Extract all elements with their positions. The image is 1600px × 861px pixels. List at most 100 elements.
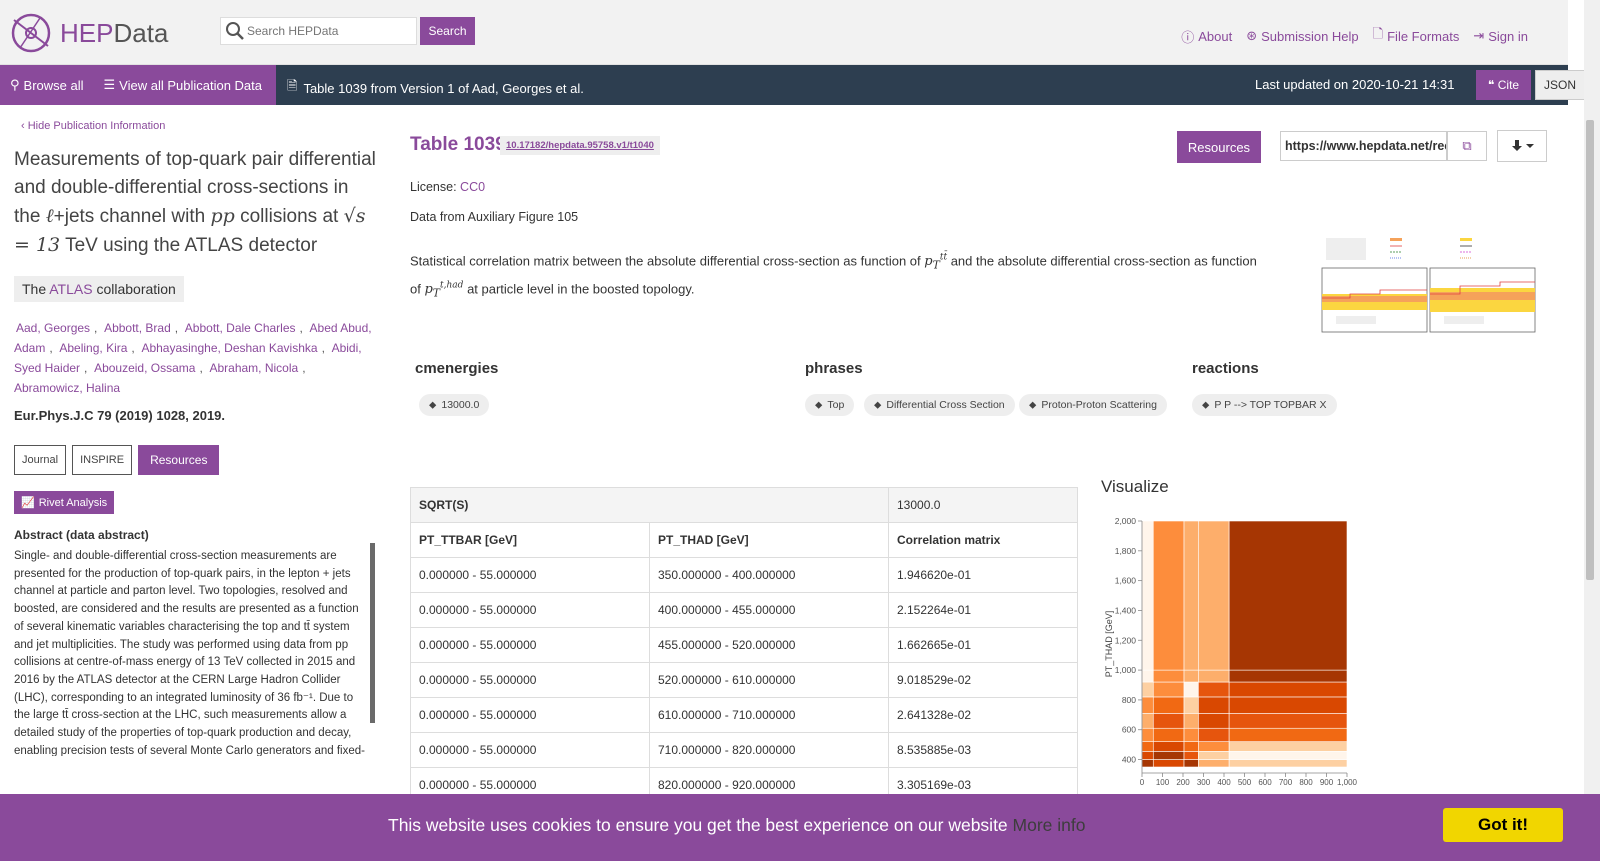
column-header[interactable]: PT_TTBAR [GeV] <box>410 522 650 558</box>
hide-publication-link[interactable]: ‹ Hide Publication Information <box>21 120 380 132</box>
nav-sign-in[interactable]: ⇥ Sign in <box>1473 25 1528 47</box>
heatmap-cell[interactable] <box>1198 759 1230 768</box>
journal-button[interactable]: Journal <box>14 445 67 475</box>
table-doi-link[interactable]: 10.17182/hepdata.95758.v1/t1040 <box>500 136 660 155</box>
browse-all-link[interactable]: ⚲ Browse all <box>10 77 84 93</box>
heatmap-cell[interactable] <box>1152 727 1185 742</box>
heatmap-cell[interactable] <box>1228 759 1348 768</box>
table-row[interactable]: 0.000000 - 55.000000 350.000000 - 400.000… <box>410 557 1078 593</box>
browse-section: ⚲ Browse all ☰ View all Publication Data <box>0 65 276 105</box>
author-link[interactable]: Abeling, Kira <box>59 341 128 355</box>
heatmap-cell[interactable] <box>1228 520 1348 671</box>
author-link[interactable]: Abbott, Brad <box>104 321 171 335</box>
heatmap-cell[interactable] <box>1152 751 1185 760</box>
heatmap-cell[interactable] <box>1141 751 1154 760</box>
heatmap-cell[interactable] <box>1183 696 1199 714</box>
page-scrollbar-thumb[interactable] <box>1586 120 1594 580</box>
heatmap-cell[interactable] <box>1183 681 1199 698</box>
json-button[interactable]: JSON <box>1535 70 1585 100</box>
heatmap-cell[interactable] <box>1228 681 1348 698</box>
heatmap-cell[interactable] <box>1152 520 1185 671</box>
table-row[interactable]: 0.000000 - 55.000000 710.000000 - 820.000… <box>410 732 1078 768</box>
cite-button[interactable]: ❝ Cite <box>1476 70 1531 100</box>
heatmap-cell[interactable] <box>1198 713 1230 729</box>
heatmap-cell[interactable] <box>1152 759 1185 768</box>
author-link[interactable]: Aad, Georges <box>16 321 91 335</box>
heatmap-cell[interactable] <box>1152 669 1185 683</box>
author-link[interactable]: Abidi, Syed Haider <box>14 341 362 375</box>
y-tick-label: 1,000 <box>1115 665 1137 675</box>
nav-file-formats[interactable]: 🗋 File Formats <box>1373 25 1460 47</box>
heatmap-cell[interactable] <box>1198 696 1230 714</box>
cookie-more-link[interactable]: More info <box>1012 815 1086 835</box>
keyword-chip[interactable]: ⬥ Proton-Proton Scattering <box>1019 394 1167 416</box>
heatmap-cell[interactable] <box>1183 751 1199 760</box>
heatmap-cell[interactable] <box>1141 520 1154 671</box>
heatmap-cell[interactable] <box>1141 696 1154 714</box>
column-header[interactable]: Correlation matrix <box>888 522 1078 558</box>
heatmap-cell[interactable] <box>1183 713 1199 729</box>
author-link[interactable]: Abraham, Nicola <box>209 361 299 375</box>
search-input[interactable] <box>245 23 409 39</box>
heatmap-cell[interactable] <box>1198 727 1230 742</box>
heatmap-cell[interactable] <box>1141 759 1154 768</box>
heatmap-cell[interactable] <box>1228 713 1348 729</box>
keyword-chip[interactable]: ⬥ Top <box>805 394 855 416</box>
heatmap-cell[interactable] <box>1141 741 1154 752</box>
search-button[interactable]: Search <box>420 17 475 45</box>
column-header[interactable]: PT_THAD [GeV] <box>649 522 889 558</box>
rivet-analysis-button[interactable]: 📈 Rivet Analysis <box>14 491 115 514</box>
heatmap-cell[interactable] <box>1198 520 1230 671</box>
keyword-chip[interactable]: ⬥ 13000.0 <box>419 394 490 416</box>
heatmap-cell[interactable] <box>1198 681 1230 698</box>
author-link[interactable]: Abouzeid, Ossama <box>94 361 196 375</box>
figure-thumbnail[interactable] <box>1300 232 1543 347</box>
heatmap-cell[interactable] <box>1198 751 1230 760</box>
author-link[interactable]: Abhayasinghe, Deshan Kavishka <box>141 341 318 355</box>
heatmap-cell[interactable] <box>1198 741 1230 752</box>
keyword-chip[interactable]: ⬥ P P --> TOP TOPBAR X <box>1192 394 1337 416</box>
keyword-chip[interactable]: ⬥ Differential Cross Section <box>864 394 1015 416</box>
copy-url-button[interactable]: ⧉ <box>1447 131 1487 161</box>
heatmap-cell[interactable] <box>1183 759 1199 768</box>
heatmap-cell[interactable] <box>1198 669 1230 683</box>
author-link[interactable]: Abramowicz, Halina <box>14 381 121 395</box>
heatmap-cell[interactable] <box>1228 741 1348 752</box>
table-row[interactable]: 0.000000 - 55.000000 610.000000 - 710.000… <box>410 697 1078 733</box>
heatmap-cell[interactable] <box>1152 713 1185 729</box>
heatmap-cell[interactable] <box>1183 520 1199 671</box>
view-all-link[interactable]: ☰ View all Publication Data <box>104 77 263 93</box>
author-link[interactable]: Abbott, Dale Charles <box>184 321 296 335</box>
heatmap-cell[interactable] <box>1152 741 1185 752</box>
table-row[interactable]: 0.000000 - 55.000000 520.000000 - 610.000… <box>410 662 1078 698</box>
table-resources-button[interactable]: Resources <box>1177 131 1261 163</box>
collab-link[interactable]: ATLAS <box>49 281 93 297</box>
heatmap-cell[interactable] <box>1141 713 1154 729</box>
publication-resources-button[interactable]: Resources <box>138 445 220 475</box>
heatmap-cell[interactable] <box>1183 727 1199 742</box>
inspire-button[interactable]: INSPIRE <box>72 445 133 475</box>
heatmap-cell[interactable] <box>1141 681 1154 698</box>
table-row[interactable]: 0.000000 - 55.000000 455.000000 - 520.000… <box>410 627 1078 663</box>
license-link[interactable]: CC0 <box>460 180 486 194</box>
heatmap-cell[interactable] <box>1228 727 1348 742</box>
heatmap-cell[interactable] <box>1228 669 1348 683</box>
abstract-scrollbar[interactable] <box>370 543 375 723</box>
cookie-accept-button[interactable]: Got it! <box>1443 808 1563 842</box>
hepdata-logo[interactable]: HEPData <box>10 12 168 54</box>
nav-about[interactable]: ⓘ About <box>1181 25 1232 47</box>
table-url-field[interactable]: https://www.hepdata.net/record/ins175987… <box>1280 131 1447 161</box>
heatmap-cell[interactable] <box>1141 727 1154 742</box>
correlation-heatmap[interactable]: 2,000 1,800 1,600 1,400 1,200 1,000 800 600 400 0… <box>1104 505 1404 795</box>
heatmap-cell[interactable] <box>1152 696 1185 714</box>
heatmap-cell[interactable] <box>1183 741 1199 752</box>
author-link[interactable]: Abed Abud, Adam <box>14 321 372 355</box>
table-row[interactable]: 0.000000 - 55.000000 400.000000 - 455.000… <box>410 592 1078 628</box>
nav-submission-help[interactable]: ⊛ Submission Help <box>1246 25 1358 47</box>
heatmap-cell[interactable] <box>1228 751 1348 760</box>
heatmap-cell[interactable] <box>1141 669 1154 683</box>
download-dropdown-button[interactable] <box>1497 130 1547 162</box>
heatmap-cell[interactable] <box>1228 696 1348 714</box>
heatmap-cell[interactable] <box>1152 681 1185 698</box>
heatmap-cell[interactable] <box>1183 669 1199 683</box>
